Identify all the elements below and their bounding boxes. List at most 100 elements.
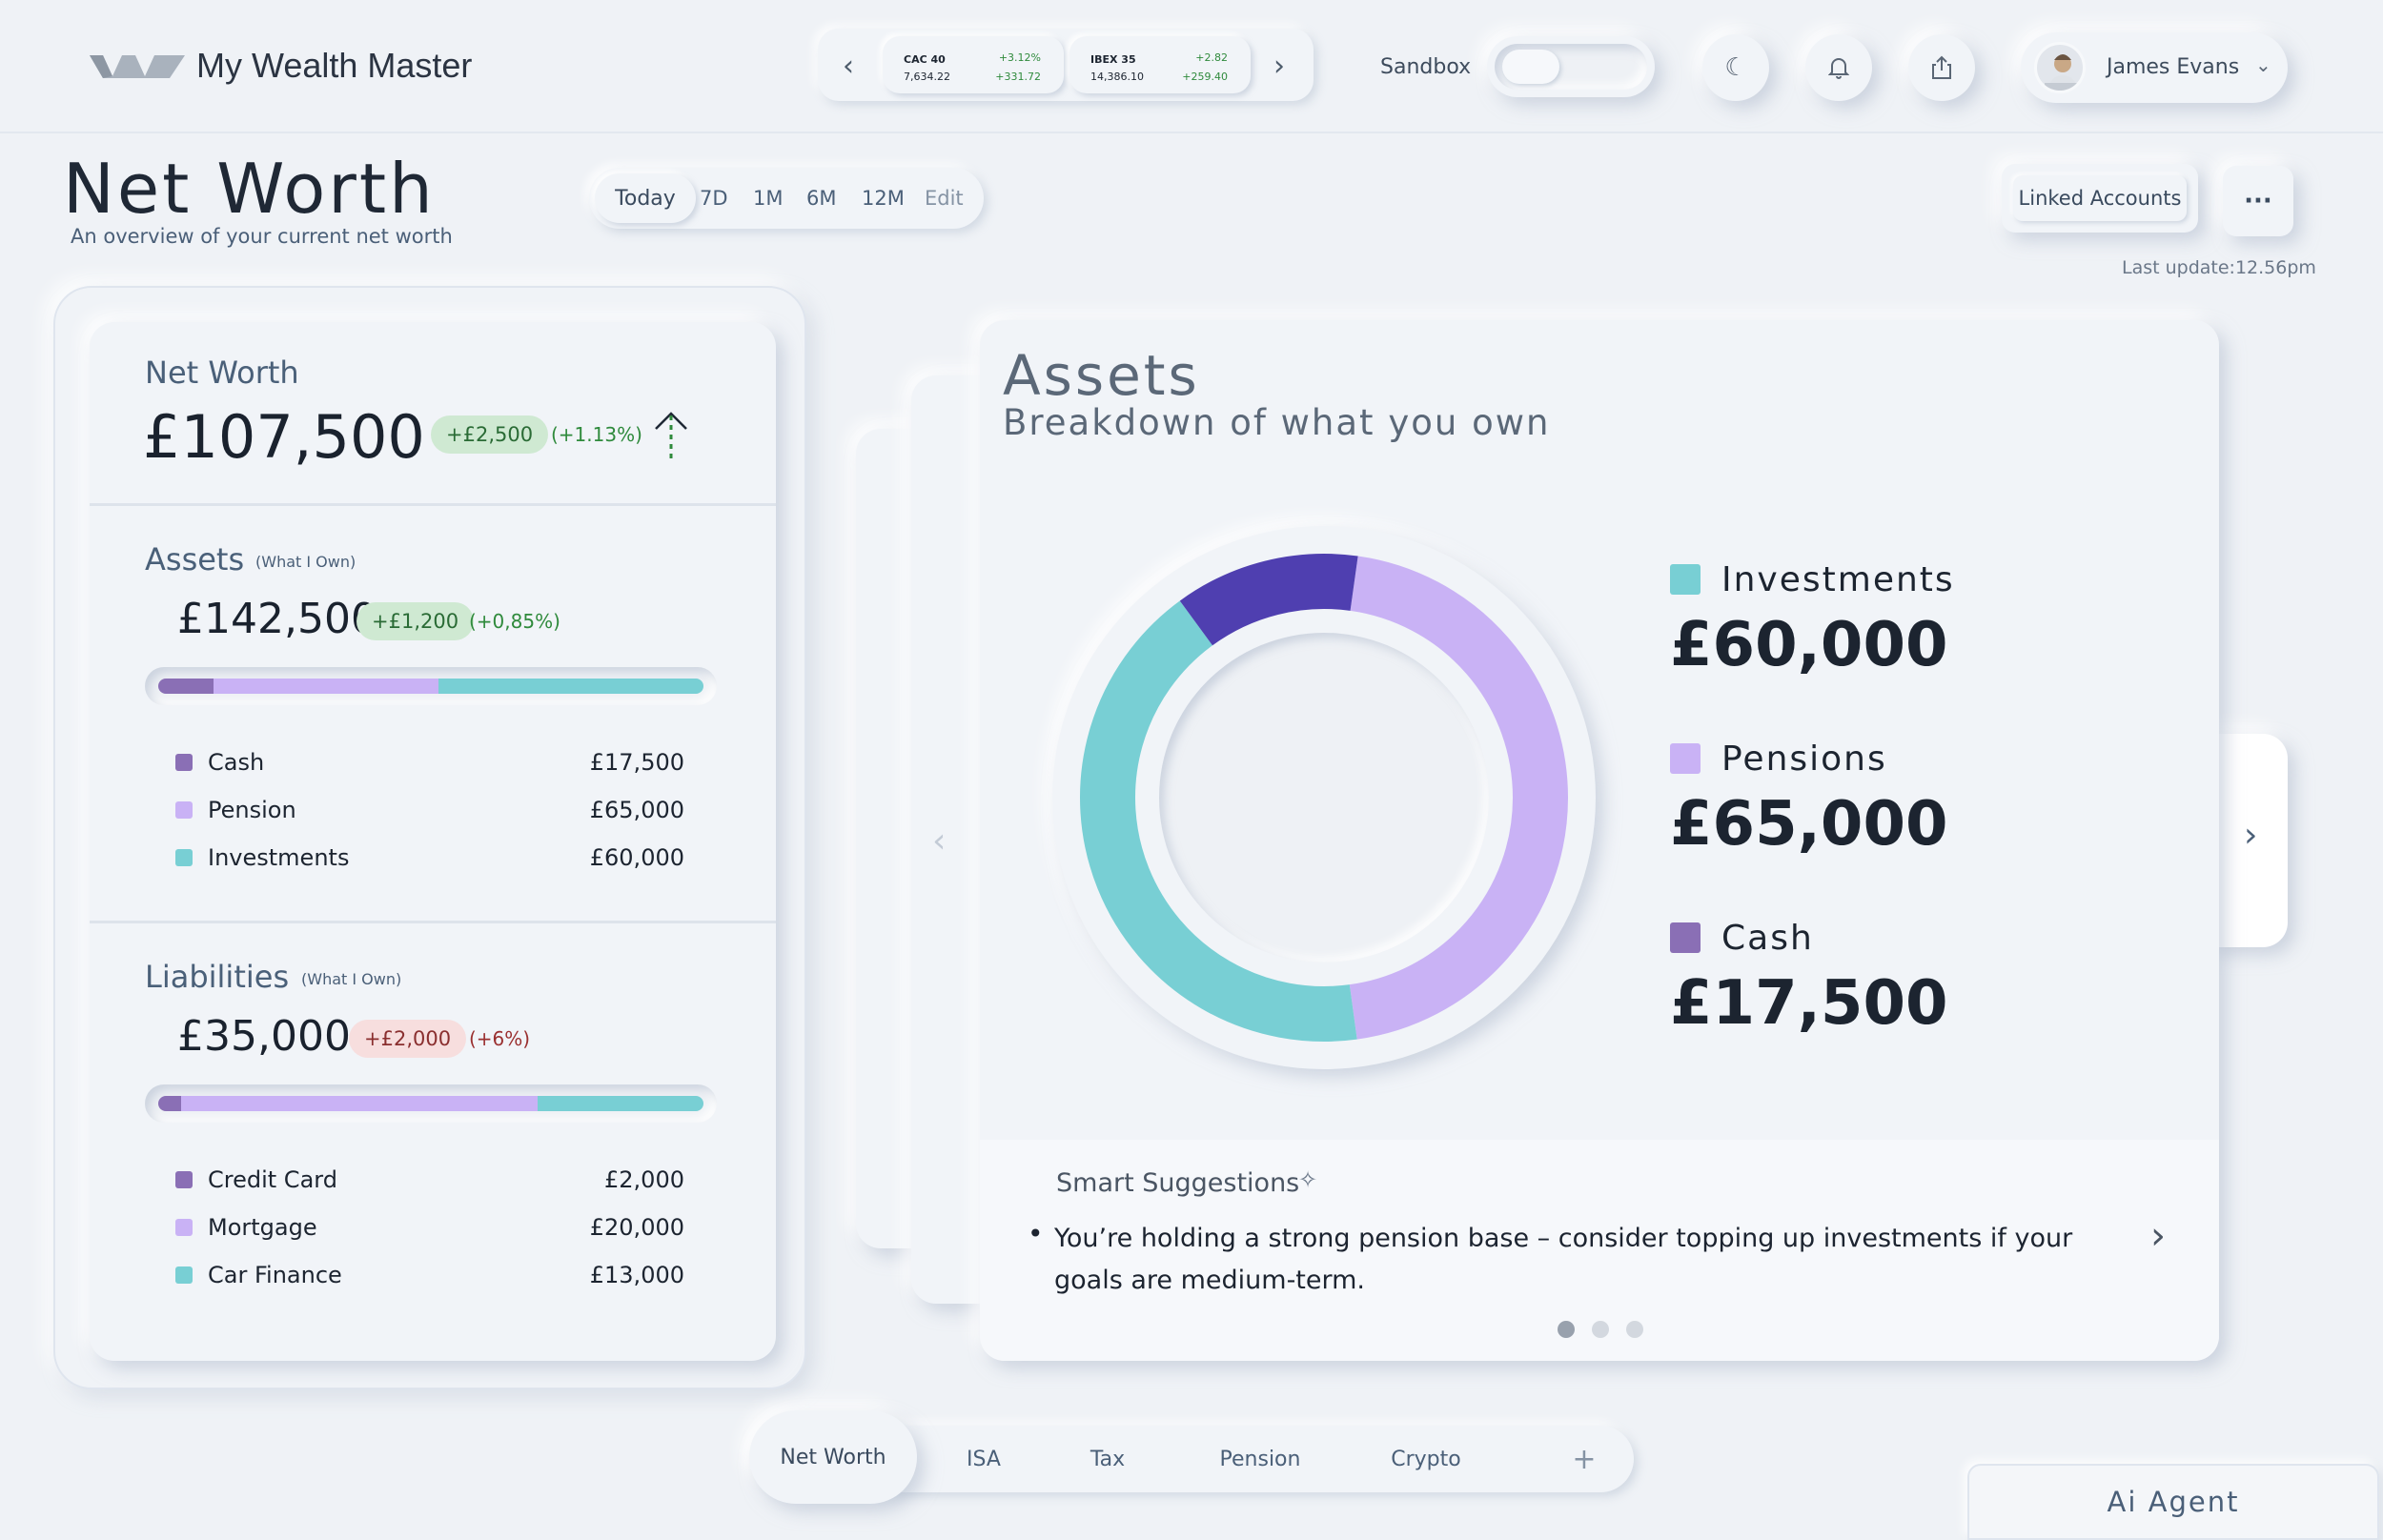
- legend-item: Investments £60,000: [1670, 555, 2128, 707]
- tab-net-worth[interactable]: Net Worth: [749, 1410, 917, 1504]
- sandbox-toggle[interactable]: [1487, 36, 1655, 97]
- liabilities-change-badge: +£2,000: [349, 1020, 467, 1058]
- ticker-next-button[interactable]: ›: [1273, 50, 1285, 83]
- notifications-button[interactable]: [1805, 34, 1872, 101]
- pagination-dot[interactable]: [1592, 1321, 1609, 1338]
- assets-label: Assets: [145, 541, 245, 578]
- suggestion-next-button[interactable]: ›: [2150, 1214, 2166, 1258]
- assets-card-title: Assets: [1003, 343, 1200, 408]
- ai-agent-button[interactable]: Ai Agent: [1967, 1464, 2379, 1540]
- assets-note: (What I Own): [255, 553, 356, 571]
- assets-bar-cash: [158, 679, 214, 694]
- item-value: £2,000: [604, 1166, 684, 1193]
- assets-card-subtitle: Breakdown of what you own: [1003, 402, 1551, 443]
- list-item: Credit Card £2,000: [175, 1161, 684, 1199]
- liabilities-value: £35,000: [177, 1012, 351, 1061]
- assets-bar: [145, 667, 717, 705]
- pension-swatch: [175, 801, 193, 819]
- item-value: £13,000: [589, 1262, 684, 1288]
- assets-list: Cash £17,500 Pension £65,000 Investments…: [175, 743, 684, 877]
- donut-slice-pensions[interactable]: [1349, 556, 1568, 1040]
- assets-bar-investments: [438, 679, 703, 694]
- range-tab-12m[interactable]: 12M: [862, 187, 905, 210]
- credit-card-swatch: [175, 1171, 193, 1188]
- mortgage-swatch: [175, 1219, 193, 1236]
- dark-mode-button[interactable]: ☾: [1702, 34, 1769, 101]
- user-name: James Evans: [2107, 55, 2240, 79]
- item-value: £60,000: [589, 844, 684, 871]
- donut-chart: [1080, 554, 1568, 1042]
- tab-pension[interactable]: Pension: [1219, 1447, 1301, 1471]
- item-name: Car Finance: [208, 1262, 342, 1288]
- range-tab-6m[interactable]: 6M: [806, 187, 837, 210]
- item-value: £65,000: [589, 797, 684, 823]
- app-header: My Wealth Master ‹ CAC 40 7,634.22 +3.12…: [0, 0, 2383, 133]
- share-icon: [1932, 55, 1951, 79]
- sandbox-toggle-knob: [1502, 50, 1559, 84]
- app-logo[interactable]: [90, 48, 185, 86]
- summary-card: Net Worth £107,500 +£2,500 (+1.13%) Asse…: [90, 322, 776, 1361]
- liabilities-pct: (+6%): [469, 1027, 531, 1050]
- suggestion-text: You’re holding a strong pension base – c…: [1054, 1224, 2073, 1295]
- range-tab-today[interactable]: Today: [595, 173, 696, 223]
- legend-item: Cash £17,500: [1670, 913, 2128, 1065]
- item-name: Pension: [208, 797, 296, 823]
- donut-slice-investments[interactable]: [1080, 600, 1357, 1042]
- liabilities-bar-car-finance: [538, 1096, 703, 1111]
- ticker-card[interactable]: IBEX 35 14,386.10 +2.82 +259.40: [1069, 36, 1251, 93]
- assets-pct: (+0,85%): [469, 610, 560, 633]
- liabilities-bar-mortgage: [181, 1096, 538, 1111]
- list-item: Car Finance £13,000: [175, 1256, 684, 1294]
- share-button[interactable]: [1908, 34, 1975, 101]
- list-item: Investments £60,000: [175, 839, 684, 877]
- smart-suggestions: Smart Suggestions ✧ • You’re holding a s…: [980, 1140, 2219, 1361]
- linked-accounts-inner: Linked Accounts: [2013, 175, 2187, 221]
- assets-change-badge: +£1,200: [356, 602, 475, 640]
- pensions-swatch: [1670, 743, 1701, 774]
- pagination-dot[interactable]: [1626, 1321, 1643, 1338]
- bottom-tabs: Net Worth ISA Tax Pension Crypto +: [749, 1410, 1634, 1504]
- more-options-button[interactable]: ···: [2223, 166, 2293, 236]
- car-finance-swatch: [175, 1266, 193, 1284]
- pagination-dot-active[interactable]: [1558, 1321, 1575, 1338]
- investments-swatch: [1670, 564, 1701, 595]
- ticker-name: IBEX 35: [1090, 53, 1136, 66]
- user-menu[interactable]: James Evans ⌄: [2021, 32, 2288, 103]
- net-worth-label: Net Worth: [145, 355, 299, 391]
- suggestion-bullet: •: [1028, 1218, 1044, 1249]
- range-tab-7d[interactable]: 7D: [700, 187, 728, 210]
- assets-legend: Investments £60,000 Pensions £65,000 Cas…: [1670, 555, 2147, 1039]
- carousel-prev-button[interactable]: ‹: [932, 821, 947, 861]
- suggestions-title: Smart Suggestions: [1056, 1168, 1300, 1198]
- page-subtitle: An overview of your current net worth: [71, 225, 453, 248]
- assets-card: Assets Breakdown of what you own Investm…: [980, 320, 2219, 1361]
- list-item: Cash £17,500: [175, 743, 684, 781]
- tab-tax[interactable]: Tax: [1090, 1447, 1126, 1471]
- donut-slice-cash[interactable]: [1179, 554, 1358, 646]
- add-tab-button[interactable]: +: [1572, 1442, 1597, 1476]
- item-name: Cash: [208, 749, 265, 776]
- last-update: Last update:12.56pm: [2122, 257, 2316, 278]
- market-ticker: ‹ CAC 40 7,634.22 +3.12% +331.72 IBEX 35…: [818, 29, 1314, 101]
- legend-value: £65,000: [1670, 789, 1948, 860]
- investments-swatch: [175, 849, 193, 866]
- linked-accounts-button[interactable]: Linked Accounts: [2002, 164, 2198, 233]
- legend-name: Investments: [1721, 560, 1955, 599]
- ticker-card[interactable]: CAC 40 7,634.22 +3.12% +331.72: [883, 36, 1064, 93]
- item-name: Credit Card: [208, 1166, 337, 1193]
- avatar: [2034, 42, 2086, 93]
- cash-swatch: [1670, 922, 1701, 953]
- moon-icon: ☾: [1724, 53, 1747, 82]
- range-tab-1m[interactable]: 1M: [753, 187, 784, 210]
- ticker-value: 7,634.22: [904, 71, 950, 83]
- ticker-prev-button[interactable]: ‹: [843, 50, 854, 83]
- ticker-pct: +2.82: [1195, 51, 1228, 64]
- ticker-change: +259.40: [1182, 71, 1228, 83]
- range-tab-edit[interactable]: Edit: [925, 187, 964, 210]
- app-title: My Wealth Master: [196, 46, 473, 85]
- assets-bar-pension: [214, 679, 438, 694]
- chevron-right-icon: ›: [2244, 816, 2258, 855]
- tab-crypto[interactable]: Crypto: [1391, 1447, 1461, 1471]
- tab-isa[interactable]: ISA: [967, 1447, 1001, 1471]
- summary-panel: Net Worth £107,500 +£2,500 (+1.13%) Asse…: [53, 286, 806, 1389]
